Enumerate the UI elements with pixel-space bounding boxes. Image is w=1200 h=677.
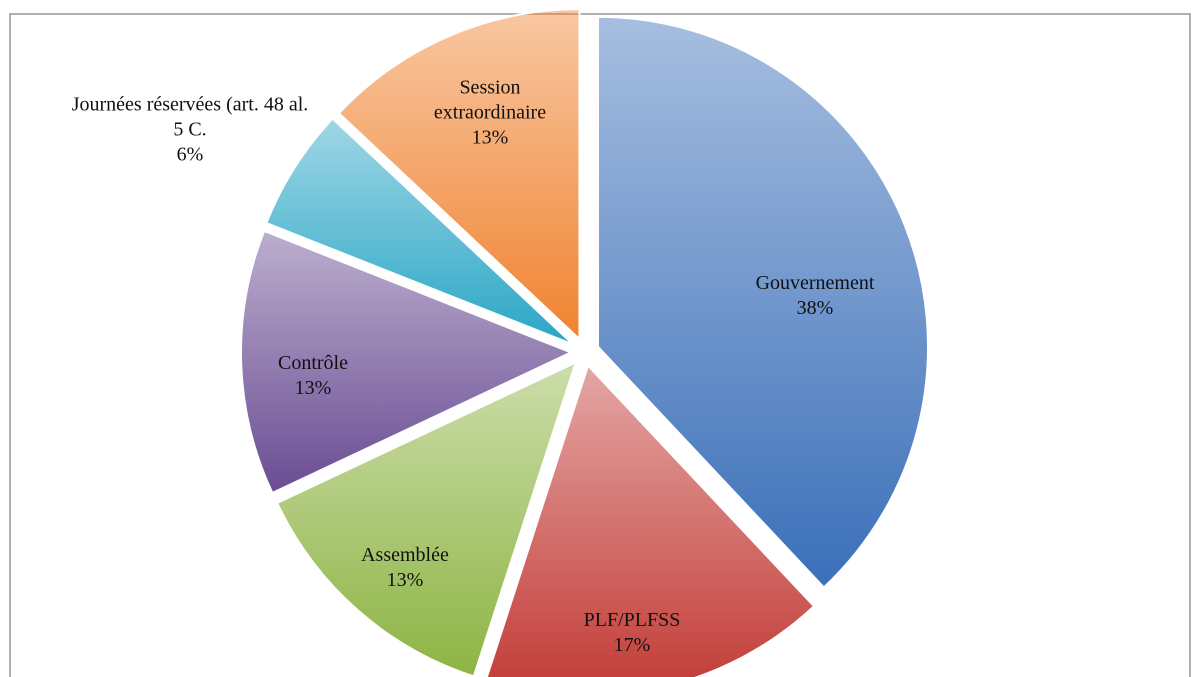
slice-value: 38% xyxy=(796,297,834,319)
slice-name: Journées réservées (art. 48 al. 5 C. xyxy=(71,93,309,141)
slice-name: PLF/PLFSS xyxy=(583,609,681,631)
slice-value: 13% xyxy=(294,377,332,399)
pie-slice xyxy=(597,15,930,589)
pie-slice xyxy=(337,8,581,342)
frame xyxy=(9,13,1191,677)
pie-slice xyxy=(275,360,578,677)
slice-value: 17% xyxy=(613,634,651,656)
pie-slice xyxy=(240,229,574,495)
slice-name: Assemblée xyxy=(361,544,449,566)
slice-value: 6% xyxy=(176,143,204,166)
slice-label: Journées réservées (art. 48 al. 5 C. 6% xyxy=(70,93,310,168)
slice-value: 13% xyxy=(386,569,424,591)
slice-label: Gouvernement 38% xyxy=(715,271,915,321)
slice-name: Session extraordinaire xyxy=(433,76,547,124)
slice-label: PLF/PLFSS 17% xyxy=(532,608,732,658)
pie-slice xyxy=(265,117,574,346)
slice-name: Contrôle xyxy=(278,352,348,374)
slice-label: Contrôle 13% xyxy=(213,351,413,401)
slice-label: Session extraordinaire 13% xyxy=(405,76,575,151)
slice-name: Gouvernement xyxy=(755,272,875,294)
pie-slice xyxy=(485,363,816,677)
slice-label: Assemblée 13% xyxy=(305,543,505,593)
slice-value: 13% xyxy=(471,126,509,149)
